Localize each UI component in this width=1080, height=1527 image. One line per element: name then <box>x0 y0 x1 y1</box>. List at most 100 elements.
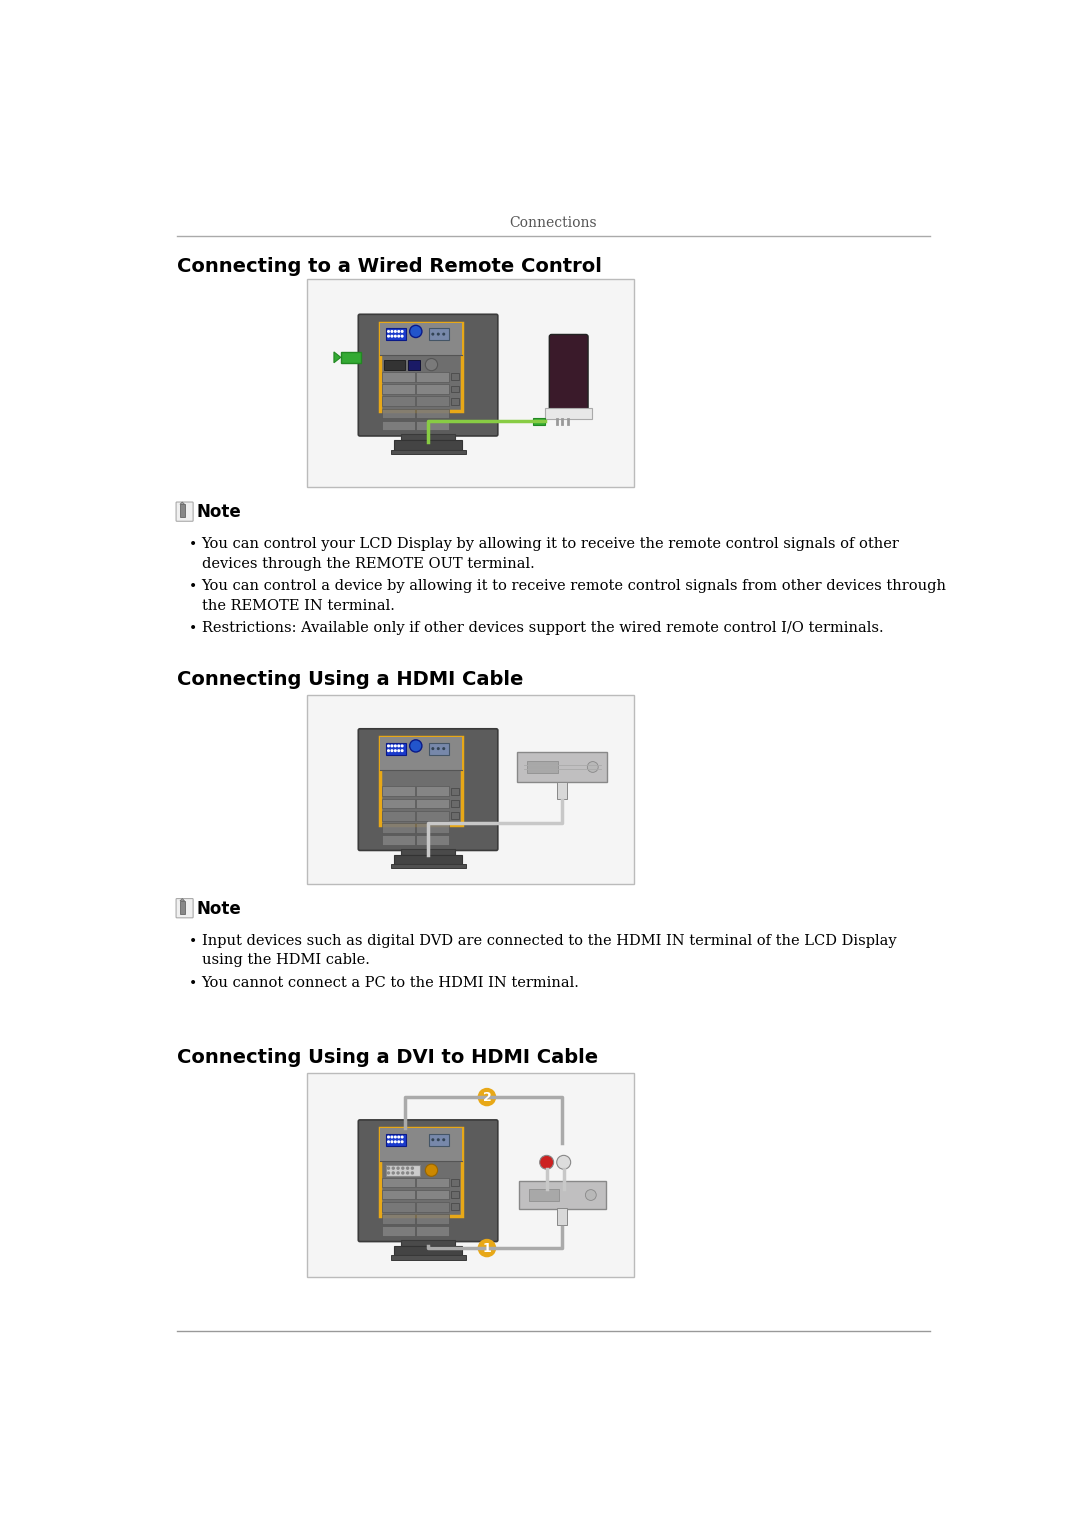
FancyBboxPatch shape <box>382 811 415 820</box>
Circle shape <box>556 1156 570 1170</box>
FancyBboxPatch shape <box>382 373 415 382</box>
Polygon shape <box>334 351 341 363</box>
FancyBboxPatch shape <box>382 1226 415 1235</box>
FancyBboxPatch shape <box>380 1128 462 1161</box>
Circle shape <box>585 1190 596 1200</box>
Circle shape <box>411 1171 414 1174</box>
Circle shape <box>402 336 403 337</box>
FancyBboxPatch shape <box>451 386 459 392</box>
Circle shape <box>432 1139 434 1141</box>
FancyBboxPatch shape <box>417 799 449 808</box>
FancyBboxPatch shape <box>307 279 634 487</box>
FancyBboxPatch shape <box>527 760 558 773</box>
Circle shape <box>391 745 393 747</box>
FancyBboxPatch shape <box>307 1072 634 1277</box>
Circle shape <box>392 1167 394 1170</box>
FancyBboxPatch shape <box>417 1177 449 1188</box>
FancyBboxPatch shape <box>417 1190 449 1200</box>
FancyBboxPatch shape <box>401 849 456 855</box>
Circle shape <box>406 1171 408 1174</box>
FancyBboxPatch shape <box>517 751 607 782</box>
FancyBboxPatch shape <box>380 1128 462 1217</box>
FancyBboxPatch shape <box>417 385 449 394</box>
FancyBboxPatch shape <box>359 1119 498 1241</box>
FancyBboxPatch shape <box>382 409 415 418</box>
FancyBboxPatch shape <box>380 322 462 411</box>
Text: •: • <box>189 935 198 948</box>
Text: •: • <box>189 538 198 551</box>
FancyBboxPatch shape <box>451 1191 459 1199</box>
FancyBboxPatch shape <box>359 728 498 851</box>
FancyBboxPatch shape <box>451 374 459 380</box>
Circle shape <box>402 331 403 333</box>
FancyBboxPatch shape <box>451 788 459 794</box>
Circle shape <box>391 331 393 333</box>
FancyBboxPatch shape <box>386 742 406 754</box>
Circle shape <box>388 1141 389 1142</box>
Circle shape <box>402 1141 403 1142</box>
Circle shape <box>540 1156 554 1170</box>
FancyBboxPatch shape <box>382 823 415 832</box>
FancyBboxPatch shape <box>417 421 449 431</box>
Circle shape <box>394 336 396 337</box>
FancyBboxPatch shape <box>359 315 498 435</box>
FancyBboxPatch shape <box>176 898 193 918</box>
FancyBboxPatch shape <box>401 1240 456 1246</box>
Text: •: • <box>189 620 198 635</box>
Circle shape <box>388 1136 389 1138</box>
FancyBboxPatch shape <box>430 1133 448 1145</box>
FancyBboxPatch shape <box>417 373 449 382</box>
FancyBboxPatch shape <box>451 399 459 405</box>
FancyBboxPatch shape <box>394 440 462 450</box>
Text: 1: 1 <box>483 1241 491 1255</box>
Circle shape <box>432 748 434 750</box>
Text: Connecting to a Wired Remote Control: Connecting to a Wired Remote Control <box>177 257 602 276</box>
Circle shape <box>437 748 440 750</box>
FancyBboxPatch shape <box>380 738 462 825</box>
Circle shape <box>388 1171 390 1174</box>
FancyBboxPatch shape <box>545 408 592 420</box>
Circle shape <box>402 745 403 747</box>
FancyBboxPatch shape <box>382 1214 415 1223</box>
Circle shape <box>391 1141 393 1142</box>
FancyBboxPatch shape <box>417 811 449 820</box>
Circle shape <box>388 745 389 747</box>
FancyBboxPatch shape <box>407 360 420 370</box>
Text: Connecting Using a HDMI Cable: Connecting Using a HDMI Cable <box>177 670 523 689</box>
FancyBboxPatch shape <box>430 328 448 341</box>
Circle shape <box>437 1139 440 1141</box>
FancyBboxPatch shape <box>384 360 405 370</box>
FancyBboxPatch shape <box>391 864 465 869</box>
Circle shape <box>437 333 440 334</box>
FancyBboxPatch shape <box>401 434 456 440</box>
FancyBboxPatch shape <box>382 835 415 844</box>
FancyBboxPatch shape <box>382 786 415 796</box>
Text: Connecting Using a DVI to HDMI Cable: Connecting Using a DVI to HDMI Cable <box>177 1048 598 1067</box>
FancyBboxPatch shape <box>557 782 567 799</box>
FancyBboxPatch shape <box>380 322 462 356</box>
Circle shape <box>391 1136 393 1138</box>
FancyBboxPatch shape <box>417 409 449 418</box>
Polygon shape <box>180 502 185 504</box>
Circle shape <box>402 1171 404 1174</box>
Text: Note: Note <box>197 899 242 918</box>
FancyBboxPatch shape <box>382 1190 415 1200</box>
Circle shape <box>402 1136 403 1138</box>
Circle shape <box>402 750 403 751</box>
Circle shape <box>388 750 389 751</box>
Text: Note: Note <box>197 502 242 521</box>
Text: You can control your LCD Display by allowing it to receive the remote control si: You can control your LCD Display by allo… <box>202 538 900 571</box>
Text: •: • <box>189 976 198 989</box>
Circle shape <box>394 750 396 751</box>
Circle shape <box>397 336 400 337</box>
FancyBboxPatch shape <box>451 812 459 818</box>
FancyBboxPatch shape <box>180 901 185 915</box>
FancyBboxPatch shape <box>430 742 448 754</box>
FancyBboxPatch shape <box>386 1165 420 1176</box>
Text: •: • <box>189 579 198 592</box>
FancyBboxPatch shape <box>391 450 465 454</box>
FancyBboxPatch shape <box>382 1202 415 1211</box>
Circle shape <box>391 336 393 337</box>
Circle shape <box>443 333 445 334</box>
FancyBboxPatch shape <box>386 1133 406 1145</box>
